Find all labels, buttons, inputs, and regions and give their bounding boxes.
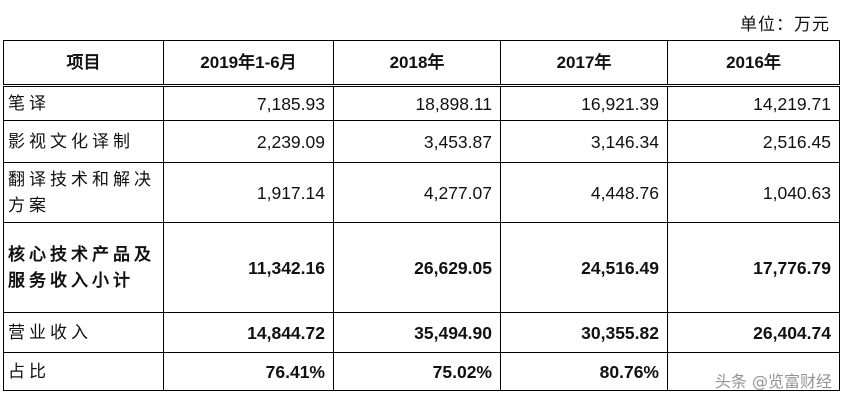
cell-value: 4,277.07 xyxy=(333,162,501,223)
table-row: 占比 76.41% 75.02% 80.76% xyxy=(3,352,840,391)
table-row: 营业收入 14,844.72 35,494.90 30,355.82 26,40… xyxy=(3,312,840,353)
cell-value: 16,921.39 xyxy=(500,85,668,121)
header-item: 项目 xyxy=(3,40,164,87)
cell-value: 76.41% xyxy=(163,352,334,391)
cell-value xyxy=(667,352,840,391)
header-2016: 2016年 xyxy=(667,40,840,87)
cell-value: 80.76% xyxy=(500,352,668,391)
row-label: 核心技术产品及服务收入小计 xyxy=(3,222,164,313)
cell-value: 3,146.34 xyxy=(500,120,668,163)
cell-value: 14,219.71 xyxy=(667,85,840,121)
cell-value: 2,239.09 xyxy=(163,120,334,163)
row-label: 影视文化译制 xyxy=(3,120,164,163)
header-2017: 2017年 xyxy=(500,40,668,87)
cell-value: 75.02% xyxy=(333,352,501,391)
header-2018: 2018年 xyxy=(333,40,501,87)
row-label: 占比 xyxy=(3,352,164,391)
cell-value: 3,453.87 xyxy=(333,120,501,163)
header-2019h1: 2019年1-6月 xyxy=(163,40,334,87)
revenue-table: 项目 2019年1-6月 2018年 2017年 2016年 笔译 7,185.… xyxy=(3,40,840,391)
watermark-name: 览富财经 xyxy=(767,372,832,391)
cell-value: 2,516.45 xyxy=(667,120,840,163)
cell-value: 26,404.74 xyxy=(667,312,840,353)
watermark-prefix: 头条 @ xyxy=(714,372,768,391)
table-row: 核心技术产品及服务收入小计 11,342.16 26,629.05 24,516… xyxy=(3,222,840,313)
row-label: 笔译 xyxy=(3,85,164,121)
cell-value: 24,516.49 xyxy=(500,222,668,313)
cell-value: 17,776.79 xyxy=(667,222,840,313)
unit-label: 单位：万元 xyxy=(740,15,830,35)
cell-value: 1,040.63 xyxy=(667,162,840,223)
table-row: 影视文化译制 2,239.09 3,453.87 3,146.34 2,516.… xyxy=(3,120,840,163)
row-label: 营业收入 xyxy=(3,312,164,353)
cell-value: 18,898.11 xyxy=(333,85,501,121)
table-row: 翻译技术和解决方案 1,917.14 4,277.07 4,448.76 1,0… xyxy=(3,162,840,223)
row-label: 翻译技术和解决方案 xyxy=(3,162,164,223)
watermark: 头条 @览富财经 xyxy=(715,368,832,392)
cell-value: 11,342.16 xyxy=(163,222,334,313)
cell-value: 35,494.90 xyxy=(333,312,501,353)
cell-value: 14,844.72 xyxy=(163,312,334,353)
cell-value: 4,448.76 xyxy=(500,162,668,223)
table-row: 笔译 7,185.93 18,898.11 16,921.39 14,219.7… xyxy=(3,85,840,121)
table-header-row: 项目 2019年1-6月 2018年 2017年 2016年 xyxy=(3,40,840,87)
cell-value: 7,185.93 xyxy=(163,85,334,121)
cell-value: 26,629.05 xyxy=(333,222,501,313)
cell-value: 1,917.14 xyxy=(163,162,334,223)
cell-value: 30,355.82 xyxy=(500,312,668,353)
